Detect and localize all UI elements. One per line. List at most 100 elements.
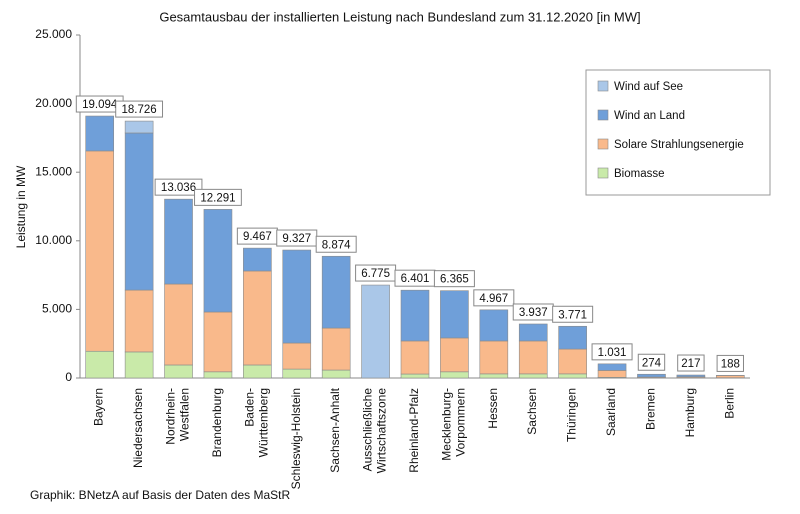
total-label: 9.467 <box>243 231 272 243</box>
bar-segment <box>243 247 272 272</box>
bar-segment <box>637 373 666 378</box>
bar-segment <box>282 249 312 344</box>
bar-segment <box>479 340 509 375</box>
bar-segment <box>124 289 154 353</box>
x-tick-label: Berlin <box>722 388 736 419</box>
total-label: 12.291 <box>200 192 235 204</box>
y-tick-label: 0 <box>65 370 72 384</box>
bar-segment <box>715 375 745 379</box>
bar-segment <box>203 209 233 313</box>
total-label: 13.036 <box>161 182 196 194</box>
bar-segment <box>558 325 587 350</box>
x-tick-label: Rheinland-Pfalz <box>407 388 421 473</box>
bar-segment <box>124 120 154 134</box>
total-label-box <box>637 353 666 371</box>
y-tick-label: 25.000 <box>35 27 72 41</box>
x-tick-label: Hessen <box>486 388 500 429</box>
bar-segment <box>164 283 193 366</box>
total-label-box <box>433 270 475 288</box>
bar-segment <box>85 150 115 352</box>
bar-segment <box>400 373 430 379</box>
x-tick-label: Sachsen <box>525 388 539 435</box>
bar-segment <box>164 364 193 379</box>
total-label: 9.327 <box>282 233 311 245</box>
bar-segment <box>400 340 430 375</box>
bar-segment <box>440 371 469 379</box>
total-label: 274 <box>642 357 662 369</box>
total-label-box <box>716 354 744 372</box>
bar-segment <box>85 350 115 379</box>
bar-segment <box>400 289 430 342</box>
legend-swatch <box>597 109 609 121</box>
x-tick-label: Bremen <box>644 388 658 430</box>
x-tick-label: AusschließlicheWirtschaftszone <box>361 388 389 474</box>
bar-segment <box>361 284 390 379</box>
legend-swatch <box>597 167 609 179</box>
bar-segment <box>203 311 233 373</box>
total-label-box <box>591 343 633 361</box>
bar-segment <box>282 368 312 379</box>
y-tick-label: 10.000 <box>35 233 72 247</box>
bar-segment <box>124 351 154 379</box>
x-tick-label: Hamburg <box>683 388 697 437</box>
bar-segment <box>243 364 272 379</box>
x-tick-label: Niedersachsen <box>131 388 145 468</box>
bar-segment <box>518 340 548 375</box>
bar-segment <box>558 373 587 379</box>
legend-swatch <box>597 138 609 150</box>
x-tick-label: Mecklenburg-Vorpommern <box>440 388 468 461</box>
total-label: 8.874 <box>322 239 351 251</box>
y-tick-label: 15.000 <box>35 164 72 178</box>
chart-title: Gesamtausbau der installierten Leistung … <box>159 9 640 24</box>
bar-segment <box>558 348 587 375</box>
bar-segment <box>440 337 469 373</box>
bar-segment <box>243 270 272 366</box>
y-tick-label: 5.000 <box>42 302 72 316</box>
bar-segment <box>164 198 193 285</box>
total-label: 3.937 <box>519 307 548 319</box>
bar-segment <box>518 323 548 342</box>
y-axis-label: Leistung in MW <box>14 165 28 248</box>
bar-segment <box>440 290 469 339</box>
legend-label: Wind an Land <box>614 110 685 122</box>
bar-segment <box>479 309 509 342</box>
total-label: 18.726 <box>122 104 157 116</box>
total-label: 6.401 <box>401 273 430 285</box>
total-label-box <box>473 289 515 307</box>
bar-segment <box>597 370 627 378</box>
total-label: 188 <box>721 358 740 370</box>
bar-segment <box>85 115 115 152</box>
bar-segment <box>124 132 154 291</box>
total-label-box <box>552 305 594 323</box>
total-label-box <box>154 178 203 196</box>
y-tick-label: 20.000 <box>35 96 72 110</box>
x-tick-label: Baden-Württemberg <box>243 388 271 457</box>
bar-segment <box>321 327 351 371</box>
footer: Graphik: BNetzA auf Basis der Daten des … <box>30 488 290 502</box>
legend-box <box>585 69 771 196</box>
bar-segment <box>479 373 509 379</box>
bar-segment <box>321 255 351 329</box>
legend-swatch <box>597 80 609 92</box>
x-tick-label: Saarland <box>604 388 618 436</box>
total-label-box <box>115 100 164 118</box>
legend-label: Solare Strahlungsenergie <box>614 139 744 151</box>
bar-segment <box>597 363 627 371</box>
bar-segment <box>321 369 351 379</box>
legend-label: Wind auf See <box>614 81 683 93</box>
bar-segment <box>676 374 706 378</box>
x-tick-label: Nordrhein-Westfalen <box>164 388 192 445</box>
x-tick-label: Thüringen <box>565 388 579 442</box>
x-tick-label: Brandenburg <box>210 388 224 457</box>
bar-segment <box>518 373 548 379</box>
x-tick-label: Sachsen-Anhalt <box>328 387 342 472</box>
total-label: 217 <box>681 358 700 370</box>
bar-segment <box>203 371 233 379</box>
x-tick-label: Bayern <box>92 388 106 426</box>
total-label-box <box>677 354 705 372</box>
total-label: 3.771 <box>558 309 587 321</box>
total-label-box <box>315 235 357 253</box>
total-label-box <box>194 188 242 206</box>
legend-label: Biomasse <box>614 168 665 180</box>
